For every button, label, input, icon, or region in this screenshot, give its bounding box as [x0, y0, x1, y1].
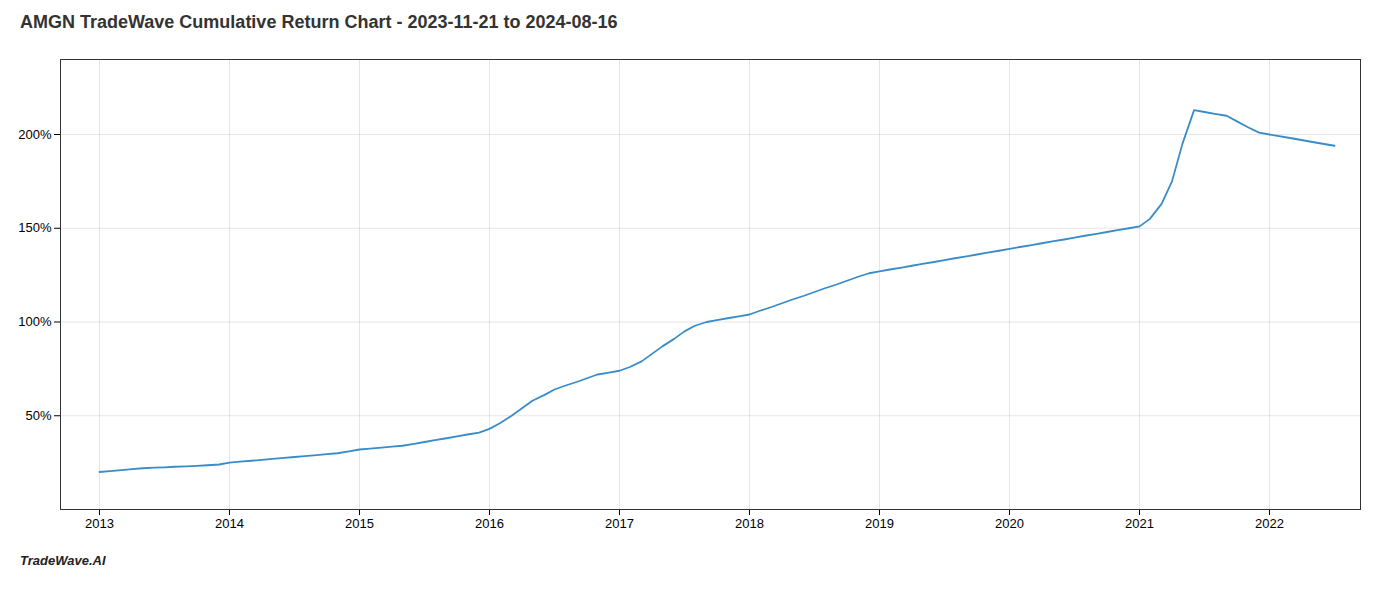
svg-text:150%: 150%: [18, 220, 52, 235]
svg-text:2017: 2017: [605, 516, 634, 531]
svg-text:2016: 2016: [475, 516, 504, 531]
svg-text:50%: 50%: [25, 408, 51, 423]
svg-text:2014: 2014: [215, 516, 244, 531]
html-text:AMGN TradeWave Cumulative Retu: AMGN TradeWave Cumulative Return Chart -…: [20, 12, 618, 32]
svg-text:2021: 2021: [1125, 516, 1154, 531]
html-text:TradeWave.AI: TradeWave.AI: [20, 553, 106, 568]
svg-text:2015: 2015: [345, 516, 374, 531]
svg-text:2013: 2013: [85, 516, 114, 531]
svg-text:2019: 2019: [865, 516, 894, 531]
svg-text:100%: 100%: [18, 314, 52, 329]
svg-text:2018: 2018: [735, 516, 764, 531]
svg-text:200%: 200%: [18, 127, 52, 142]
svg-text:2022: 2022: [1255, 516, 1284, 531]
svg-text:2020: 2020: [995, 516, 1024, 531]
